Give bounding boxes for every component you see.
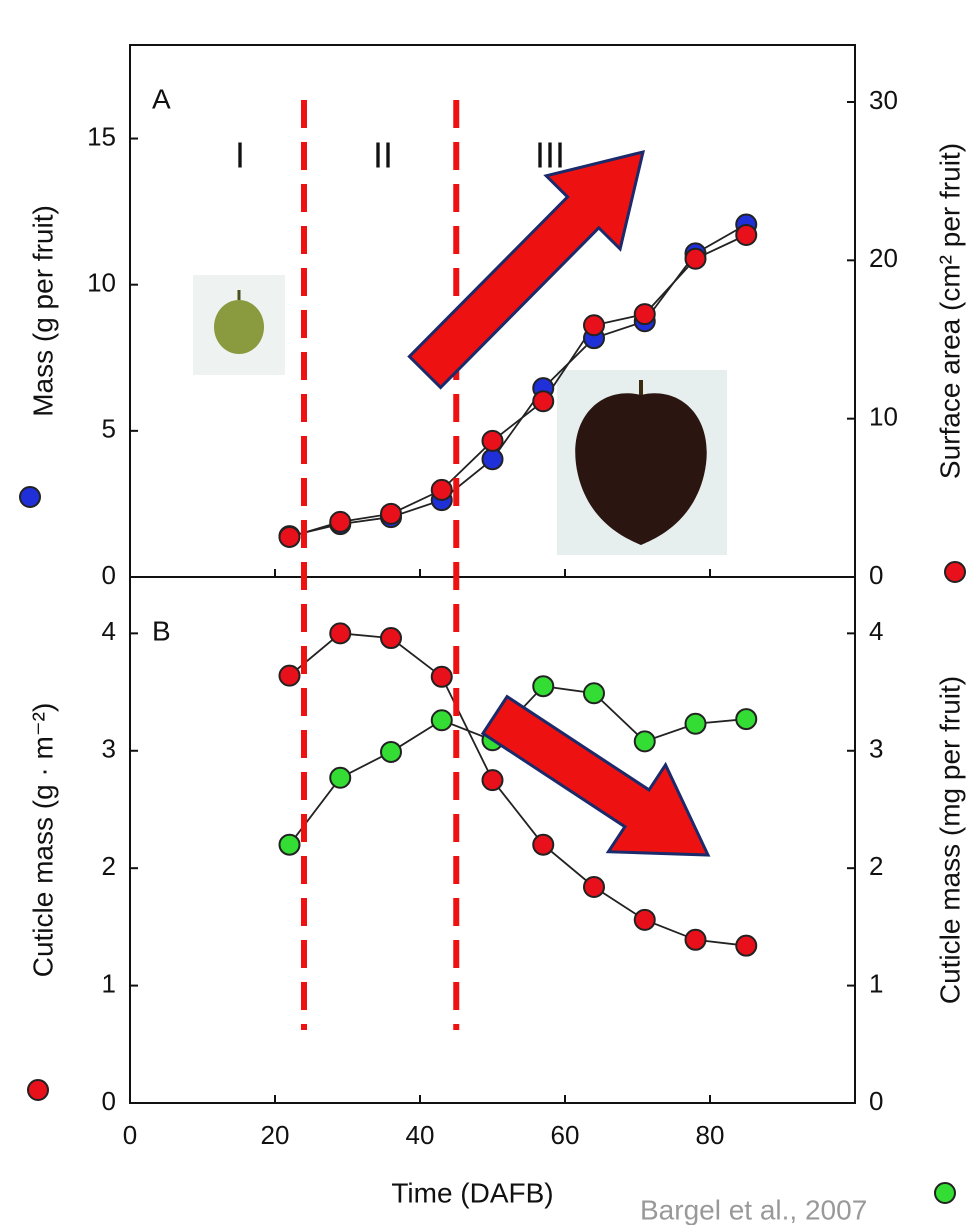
data-point bbox=[532, 675, 555, 698]
data-point bbox=[633, 908, 656, 931]
y2-tick-label: 20 bbox=[869, 243, 898, 273]
green-fruit bbox=[214, 300, 264, 354]
data-point bbox=[278, 525, 301, 548]
y2-tick-label: 2 bbox=[869, 851, 883, 881]
data-point bbox=[278, 833, 301, 856]
phase-label: III bbox=[535, 135, 565, 176]
y2-tick-label: 0 bbox=[869, 1086, 883, 1116]
x-tick-label: 60 bbox=[551, 1120, 580, 1150]
y-tick-label: 1 bbox=[102, 968, 116, 998]
panel-label: A bbox=[152, 83, 171, 114]
x-axis-label: Time (DAFB) bbox=[391, 1177, 553, 1208]
trend-arrow bbox=[480, 694, 711, 857]
x-tick-label: 40 bbox=[406, 1120, 435, 1150]
data-point bbox=[430, 665, 453, 688]
y-tick-label: 15 bbox=[87, 121, 116, 151]
y2-tick-label: 10 bbox=[869, 402, 898, 432]
trend-arrow bbox=[407, 149, 646, 390]
data-point bbox=[532, 390, 555, 413]
data-point bbox=[380, 740, 402, 763]
data-point bbox=[633, 730, 656, 753]
data-point bbox=[430, 478, 453, 501]
y2-tick-label: 3 bbox=[869, 734, 883, 764]
citation: Bargel et al., 2007 bbox=[640, 1194, 867, 1225]
data-point bbox=[380, 502, 402, 525]
y-tick-label: 3 bbox=[102, 734, 116, 764]
data-point bbox=[735, 224, 758, 246]
series-line bbox=[289, 234, 747, 538]
data-point bbox=[481, 448, 504, 471]
y2-axis-label: Cuticle mass (mg per fruit) bbox=[934, 676, 965, 1004]
y-axis-label: Mass (g per fruit) bbox=[27, 205, 58, 417]
data-point bbox=[583, 682, 605, 705]
data-point bbox=[633, 303, 656, 326]
y-tick-label: 10 bbox=[87, 268, 116, 298]
phase-label: I bbox=[235, 135, 245, 176]
y-tick-label: 0 bbox=[102, 1086, 116, 1116]
axis-series-marker bbox=[19, 486, 41, 508]
axis-series-marker bbox=[934, 1182, 956, 1204]
plot-frame bbox=[129, 576, 856, 1104]
y-tick-label: 0 bbox=[102, 560, 116, 590]
data-point bbox=[481, 769, 504, 792]
y2-tick-label: 0 bbox=[869, 560, 883, 590]
panel-label: B bbox=[152, 615, 171, 646]
x-tick-label: 0 bbox=[123, 1120, 137, 1150]
y-tick-label: 5 bbox=[102, 414, 116, 444]
y-tick-label: 4 bbox=[102, 616, 116, 646]
phase-label: II bbox=[373, 135, 393, 176]
y-tick-label: 2 bbox=[102, 851, 116, 881]
axis-series-marker bbox=[27, 1079, 49, 1101]
x-tick-label: 80 bbox=[696, 1120, 725, 1150]
y2-tick-label: 4 bbox=[869, 616, 883, 646]
data-point bbox=[684, 247, 707, 270]
y2-axis-label: Surface area (cm² per fruit) bbox=[934, 143, 965, 479]
data-point bbox=[278, 664, 301, 687]
data-point bbox=[329, 510, 352, 533]
data-point bbox=[684, 928, 707, 951]
y2-tick-label: 1 bbox=[869, 968, 883, 998]
axis-series-marker bbox=[944, 561, 966, 583]
data-point bbox=[684, 712, 707, 735]
data-point bbox=[329, 766, 352, 789]
data-point bbox=[583, 875, 605, 898]
data-point bbox=[481, 429, 504, 452]
x-tick-label: 20 bbox=[261, 1120, 290, 1150]
data-point bbox=[735, 934, 758, 957]
y-axis-label: Cuticle mass (g · m⁻²) bbox=[27, 703, 58, 978]
series-line bbox=[288, 632, 747, 947]
data-point bbox=[532, 833, 555, 856]
data-point bbox=[583, 314, 605, 337]
data-point bbox=[380, 627, 402, 650]
data-point bbox=[430, 709, 453, 732]
data-point bbox=[329, 622, 352, 645]
dark-fruit bbox=[575, 393, 707, 545]
data-point bbox=[735, 708, 758, 731]
y2-tick-label: 30 bbox=[869, 85, 898, 115]
